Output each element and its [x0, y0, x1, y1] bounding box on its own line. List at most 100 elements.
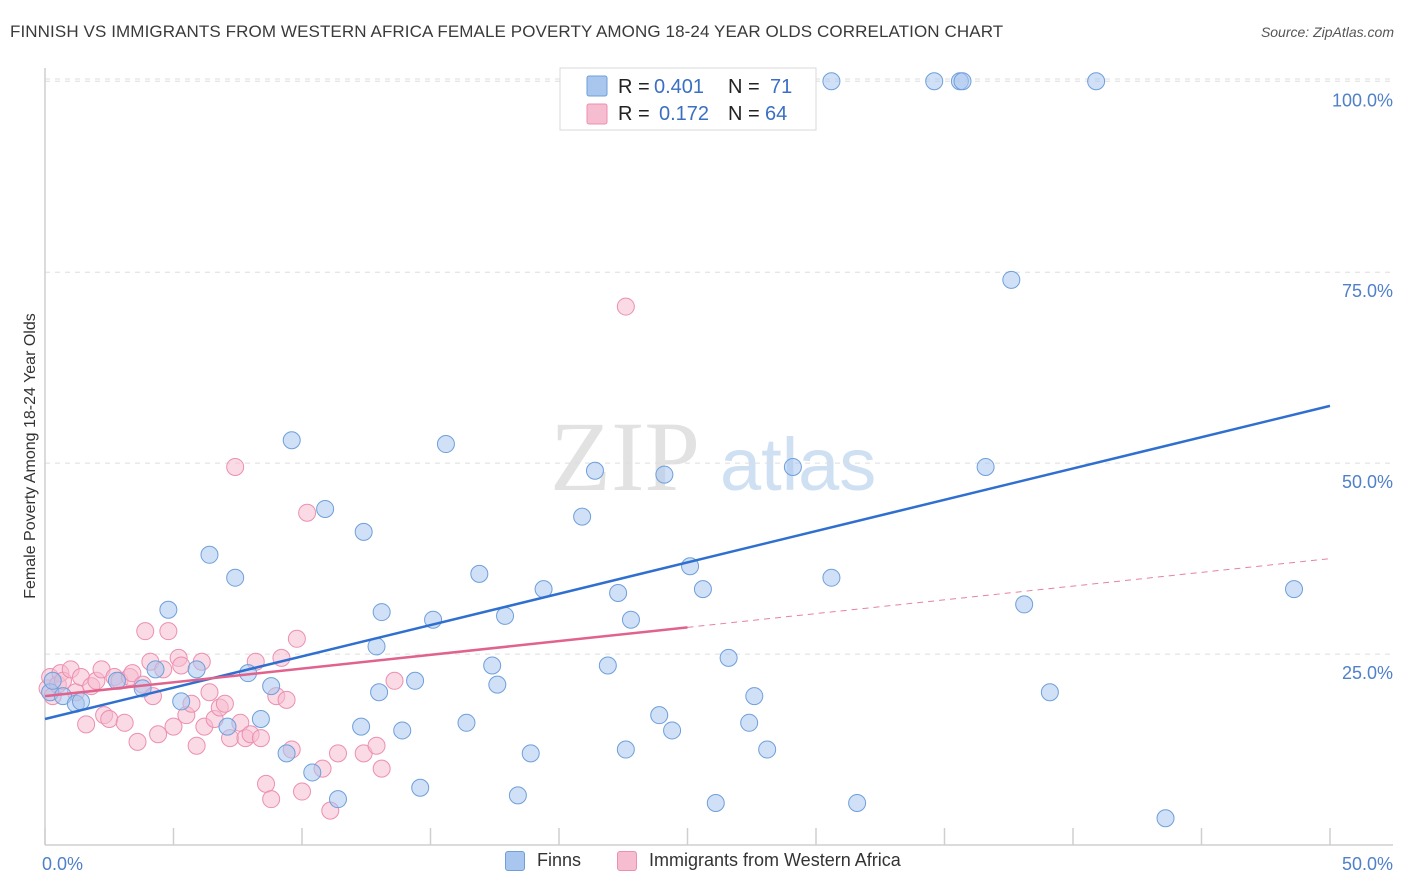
- finns-point: [470, 564, 489, 583]
- bottom-legend-swatch-finns: [505, 850, 525, 871]
- immigrants-point: [159, 622, 178, 641]
- immigrants-point: [215, 694, 234, 713]
- finns-point: [488, 675, 507, 694]
- finns-point: [393, 721, 412, 740]
- finns-point: [1002, 270, 1021, 289]
- finns-point: [43, 671, 62, 690]
- immigrants-point: [200, 683, 219, 702]
- bottom-legend-immigrants: Immigrants from Western Africa: [617, 850, 901, 871]
- finns-point: [621, 610, 640, 629]
- finns-point: [159, 600, 178, 619]
- finns-point: [71, 692, 90, 711]
- immigrants-point: [328, 744, 347, 763]
- finns-point: [740, 713, 759, 732]
- immigrants-point: [77, 715, 96, 734]
- bottom-legend-finns: Finns: [505, 850, 581, 871]
- watermark-zip: ZIP: [550, 401, 700, 512]
- finns-point: [1015, 595, 1034, 614]
- immigrants-trend-line: [44, 626, 688, 698]
- legend-r-value-finns: 0.401: [654, 76, 704, 98]
- legend-n-label-immigrants: N =: [728, 103, 760, 125]
- axes: [44, 68, 1393, 846]
- trend-lines: [44, 404, 1331, 721]
- immigrants-point: [367, 736, 386, 755]
- finns-point: [354, 522, 373, 541]
- finns-point: [693, 580, 712, 599]
- y-axis-label: Female Poverty Among 18-24 Year Olds: [22, 313, 39, 599]
- legend-n-value-immigrants: 64: [765, 103, 787, 125]
- finns-point: [758, 740, 777, 759]
- immigrants-point: [262, 790, 281, 809]
- y-tick-label: 100.0%: [1332, 90, 1393, 110]
- immigrants-point: [251, 729, 270, 748]
- immigrants-point: [128, 732, 147, 751]
- x-tick-label-min: 0.0%: [42, 854, 83, 874]
- finns-point: [650, 706, 669, 725]
- immigrants-point: [164, 717, 183, 736]
- finns-point: [609, 583, 628, 602]
- finns-point: [316, 499, 335, 518]
- y-tick-label: 75.0%: [1342, 281, 1393, 301]
- legend-r-label-finns: R =: [618, 76, 650, 98]
- finns-point: [616, 740, 635, 759]
- finns-point: [1040, 683, 1059, 702]
- immigrants-point: [226, 457, 245, 476]
- finns-point: [200, 545, 219, 564]
- finns-point: [822, 72, 841, 91]
- finns-point: [1087, 72, 1106, 91]
- finns-point: [521, 744, 540, 763]
- finns-point: [663, 721, 682, 740]
- legend: R = 0.401 N = 71 R = 0.172 N = 64: [559, 67, 817, 131]
- immigrants-point: [123, 664, 142, 683]
- legend-swatch-immigrants: [586, 103, 608, 125]
- immigrants-point: [187, 736, 206, 755]
- immigrants-point: [115, 713, 134, 732]
- source-label: Source: ZipAtlas.com: [1260, 24, 1394, 40]
- finns-point: [218, 717, 237, 736]
- immigrants-point: [136, 622, 155, 641]
- immigrants-point: [293, 782, 311, 801]
- finns-point: [370, 683, 389, 702]
- finns-point: [848, 793, 867, 812]
- y-tick-label: 25.0%: [1342, 663, 1393, 683]
- finns-point: [745, 687, 764, 706]
- bottom-legend-swatch-immigrants: [617, 850, 637, 871]
- immigrants-point: [298, 503, 317, 522]
- immigrants-trend-extension: [687, 558, 1331, 628]
- finns-point: [719, 648, 738, 667]
- immigrants-point: [385, 671, 404, 690]
- finns-point: [328, 790, 347, 809]
- finns-point: [303, 763, 322, 782]
- legend-r-label-immigrants: R =: [618, 103, 650, 125]
- legend-r-value-immigrants: 0.172: [659, 103, 709, 125]
- immigrants-points: [38, 297, 635, 820]
- finns-points: [41, 72, 1304, 828]
- finns-point: [1285, 580, 1304, 599]
- immigrants-point: [277, 690, 296, 709]
- finns-point: [411, 778, 430, 797]
- finns-point: [953, 72, 972, 91]
- finns-point: [822, 568, 841, 587]
- finns-point: [598, 656, 617, 675]
- finns-point: [483, 656, 502, 675]
- legend-swatch-finns: [586, 75, 608, 97]
- finns-point: [251, 709, 270, 728]
- finns-trend-line: [44, 404, 1331, 721]
- finns-point: [1156, 809, 1175, 828]
- immigrants-point: [616, 297, 635, 316]
- finns-point: [146, 660, 165, 679]
- legend-n-value-finns: 71: [770, 76, 792, 98]
- finns-point: [187, 660, 206, 679]
- finns-point: [655, 465, 674, 484]
- bottom-legend-label-immigrants: Immigrants from Western Africa: [649, 850, 901, 870]
- immigrants-point: [372, 759, 391, 778]
- finns-point: [457, 713, 476, 732]
- finns-point: [925, 72, 944, 91]
- finns-point: [508, 786, 527, 805]
- immigrants-point: [100, 709, 119, 728]
- immigrants-point: [287, 629, 306, 648]
- finns-point: [496, 606, 515, 625]
- finns-point: [976, 457, 995, 476]
- finns-point: [573, 507, 592, 526]
